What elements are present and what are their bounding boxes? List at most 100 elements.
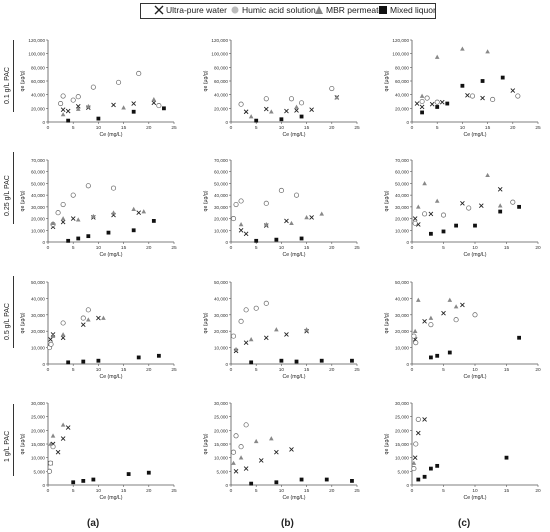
marker-mbr-permeate xyxy=(231,460,236,465)
marker-mbr-permeate xyxy=(274,327,279,332)
marker-humic-acid xyxy=(299,100,305,106)
x-tick-label: 25 xyxy=(171,245,177,251)
x-tick-label: 25 xyxy=(354,488,360,494)
marker-mbr-permeate xyxy=(428,315,434,320)
marker-mbr-permeate xyxy=(248,114,254,119)
marker-humic-acid xyxy=(413,441,419,447)
y-axis-label: qe (µg/g) xyxy=(384,433,390,454)
y-tick-label: 40,000 xyxy=(395,193,409,198)
marker-humic-acid xyxy=(263,300,269,306)
y-tick-label: 0 xyxy=(225,240,228,245)
marker-humic-acid xyxy=(469,93,476,99)
x-tick-label: 0 xyxy=(47,125,50,131)
marker-humic-acid xyxy=(46,468,53,474)
marker-ultra-pure-water xyxy=(465,93,470,98)
marker-humic-acid xyxy=(238,198,244,204)
marker-mbr-permeate xyxy=(422,181,427,186)
marker-mbr-permeate xyxy=(50,433,56,438)
marker-mixed-liquor xyxy=(473,223,477,228)
marker-ultra-pure-water xyxy=(480,95,485,101)
x-tick-label: 5 xyxy=(72,125,75,131)
y-tick-label: 0 xyxy=(42,362,45,367)
marker-ultra-pure-water xyxy=(238,227,244,233)
x-tick-label: 0 xyxy=(411,367,414,373)
y-tick-label: 120,000 xyxy=(211,38,228,43)
marker-humic-acid xyxy=(238,318,244,324)
x-tick-label: 20 xyxy=(146,125,152,131)
y-tick-label: 25,000 xyxy=(31,415,45,420)
marker-ultra-pure-water xyxy=(412,216,418,221)
row-bar-2 xyxy=(13,276,14,348)
marker-mbr-permeate xyxy=(75,217,81,222)
marker-mbr-permeate xyxy=(248,337,254,342)
legend-item-ultra: Ultra-pure water xyxy=(154,5,227,15)
marker-ultra-pure-water xyxy=(65,108,71,114)
marker-ultra-pure-water xyxy=(243,109,249,115)
marker-mbr-permeate xyxy=(269,436,274,441)
marker-ultra-pure-water xyxy=(429,101,435,107)
x-tick-label: 5 xyxy=(72,367,75,373)
y-tick-label: 20,000 xyxy=(214,217,228,222)
marker-humic-acid xyxy=(55,210,61,216)
marker-ultra-pure-water xyxy=(441,310,446,316)
y-tick-label: 40,000 xyxy=(31,93,45,98)
marker-mbr-permeate xyxy=(60,422,66,427)
marker-humic-acid xyxy=(293,192,300,198)
marker-humic-acid xyxy=(230,216,237,222)
legend-label-ultra: Ultra-pure water xyxy=(166,5,227,15)
marker-mbr-permeate xyxy=(60,216,66,221)
x-tick-label: 10 xyxy=(472,245,478,251)
y-tick-label: 20,000 xyxy=(214,428,228,433)
marker-humic-acid xyxy=(110,185,117,191)
x-tick-label: 25 xyxy=(535,125,541,131)
x-tick-label: 10 xyxy=(460,125,466,131)
marker-mbr-permeate xyxy=(304,327,309,332)
triangle-marker-icon xyxy=(315,6,323,14)
x-tick-label: 25 xyxy=(354,125,360,131)
marker-ultra-pure-water xyxy=(65,425,71,430)
x-tick-label: 20 xyxy=(510,125,516,131)
marker-mbr-permeate xyxy=(416,204,421,209)
marker-humic-acid xyxy=(422,211,428,217)
y-tick-label: 20,000 xyxy=(395,428,409,433)
y-tick-label: 100,000 xyxy=(211,52,228,57)
legend-label-mbr: MBR permeate xyxy=(326,5,384,15)
y-tick-label: 50,000 xyxy=(214,280,228,285)
marker-humic-acid xyxy=(233,201,239,208)
marker-mixed-liquor xyxy=(299,236,304,241)
marker-humic-acid xyxy=(238,444,244,450)
legend-label-humic: Humic acid solution xyxy=(242,5,316,15)
marker-ultra-pure-water xyxy=(284,108,289,114)
x-tick-label: 0 xyxy=(47,245,50,251)
x-tick-label: 20 xyxy=(329,125,335,131)
marker-mbr-permeate xyxy=(60,112,66,117)
x-tick-label: 15 xyxy=(304,488,310,494)
marker-ultra-pure-water xyxy=(243,340,249,345)
marker-mixed-liquor xyxy=(76,236,81,241)
marker-humic-acid xyxy=(80,315,86,321)
y-tick-label: 70,000 xyxy=(395,158,409,163)
marker-ultra-pure-water xyxy=(131,101,136,106)
x-tick-label: 15 xyxy=(304,245,310,251)
marker-mbr-permeate xyxy=(141,209,147,214)
marker-humic-acid xyxy=(156,103,162,109)
marker-ultra-pure-water xyxy=(412,455,418,460)
marker-humic-acid xyxy=(263,96,269,102)
y-tick-label: 30,000 xyxy=(31,313,45,318)
y-axis-label: qe (µg/g) xyxy=(384,190,390,211)
marker-ultra-pure-water xyxy=(75,103,81,109)
marker-humic-acid xyxy=(60,93,66,99)
y-axis-label: qe (µg/g) xyxy=(203,70,209,91)
x-tick-label: 5 xyxy=(255,125,258,131)
row-bar-0 xyxy=(13,40,14,112)
marker-ultra-pure-water xyxy=(309,215,314,220)
marker-ultra-pure-water xyxy=(55,449,61,455)
marker-mixed-liquor xyxy=(350,358,354,363)
x-tick-label: 25 xyxy=(171,367,177,373)
marker-mbr-permeate xyxy=(485,172,490,178)
y-tick-label: 30,000 xyxy=(31,401,45,406)
x-tick-label: 5 xyxy=(442,245,445,251)
y-tick-label: 30,000 xyxy=(395,401,409,406)
x-tick-label: 15 xyxy=(304,367,310,373)
